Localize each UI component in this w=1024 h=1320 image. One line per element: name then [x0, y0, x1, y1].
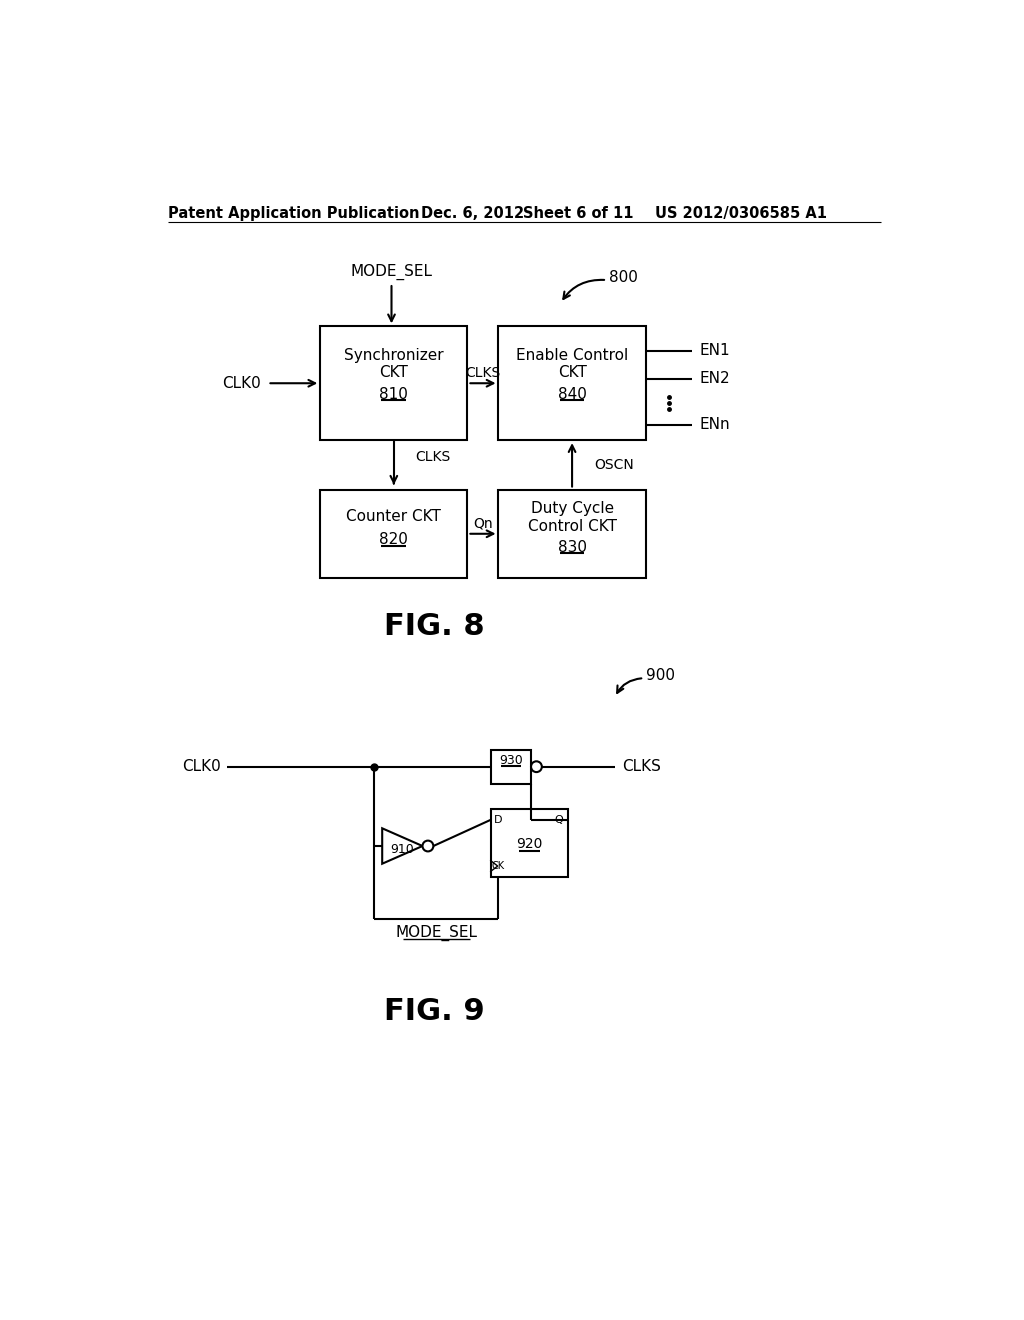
- Text: Duty Cycle: Duty Cycle: [530, 502, 613, 516]
- Text: 910: 910: [390, 842, 415, 855]
- Text: 810: 810: [379, 387, 409, 401]
- Text: Control CKT: Control CKT: [527, 519, 616, 535]
- Text: MODE_SEL: MODE_SEL: [350, 264, 432, 280]
- Text: D: D: [495, 814, 503, 825]
- Text: US 2012/0306585 A1: US 2012/0306585 A1: [655, 206, 827, 222]
- Text: EN2: EN2: [700, 371, 730, 387]
- Text: Patent Application Publication: Patent Application Publication: [168, 206, 420, 222]
- Text: 930: 930: [499, 754, 522, 767]
- Text: 900: 900: [646, 668, 675, 684]
- Text: Synchronizer: Synchronizer: [344, 348, 443, 363]
- Text: CLK0: CLK0: [182, 759, 221, 775]
- Text: ENn: ENn: [700, 417, 730, 433]
- Text: 820: 820: [379, 532, 409, 546]
- Text: CLKS: CLKS: [465, 366, 501, 380]
- Text: CLKS: CLKS: [622, 759, 660, 775]
- Text: OSCN: OSCN: [594, 458, 634, 471]
- Text: CLKS: CLKS: [416, 450, 451, 465]
- Text: FIG. 9: FIG. 9: [384, 997, 484, 1026]
- Text: Qn: Qn: [473, 516, 493, 531]
- Text: CK: CK: [492, 861, 505, 871]
- Bar: [321, 490, 467, 578]
- Text: Sheet 6 of 11: Sheet 6 of 11: [523, 206, 634, 222]
- Text: CKT: CKT: [379, 364, 409, 380]
- Bar: [321, 326, 467, 441]
- Text: 840: 840: [558, 387, 587, 401]
- Bar: [499, 490, 646, 578]
- Text: Q: Q: [555, 814, 563, 825]
- Text: 830: 830: [558, 540, 587, 554]
- Text: 800: 800: [608, 271, 637, 285]
- Text: CLK0: CLK0: [222, 376, 261, 391]
- Text: MODE_SEL: MODE_SEL: [395, 925, 477, 941]
- Text: Dec. 6, 2012: Dec. 6, 2012: [421, 206, 524, 222]
- Text: Counter CKT: Counter CKT: [346, 510, 441, 524]
- Text: Enable Control: Enable Control: [516, 348, 628, 363]
- Text: EN1: EN1: [700, 343, 730, 359]
- Text: CKT: CKT: [558, 364, 587, 380]
- Bar: [490, 809, 568, 876]
- Bar: [490, 750, 531, 784]
- Text: 920: 920: [516, 837, 543, 851]
- Text: FIG. 8: FIG. 8: [384, 612, 484, 642]
- Bar: [499, 326, 646, 441]
